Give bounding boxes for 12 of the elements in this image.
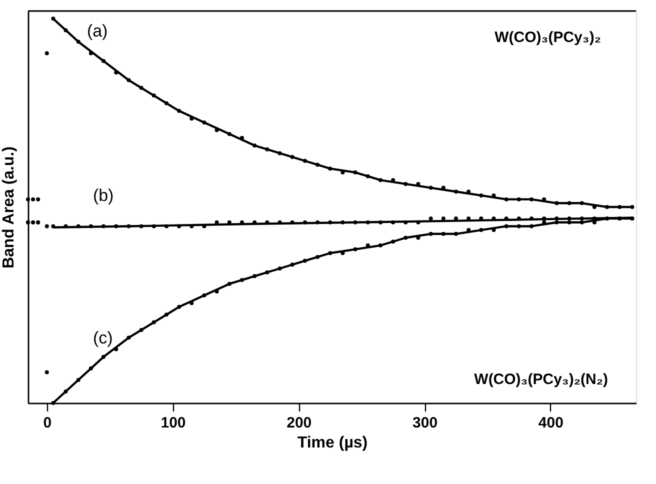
y-axis-title: Band Area (a.u.) [0,146,18,269]
x-tick-label: 200 [286,414,312,432]
x-tick-label: 300 [412,414,438,432]
annotation: W(CO)₃(PCy₃)₂(N₂) [474,371,608,388]
x-tick-label: 0 [43,414,52,432]
annotation: W(CO)₃(PCy₃)₂ [494,29,601,46]
x-axis-title: Time (µs) [297,434,368,452]
series-label: (b) [92,186,114,206]
x-tick-label: 100 [160,414,186,432]
x-tick-label: 400 [538,414,564,432]
series-label: (a) [86,21,108,40]
series-label: (c) [92,328,113,348]
